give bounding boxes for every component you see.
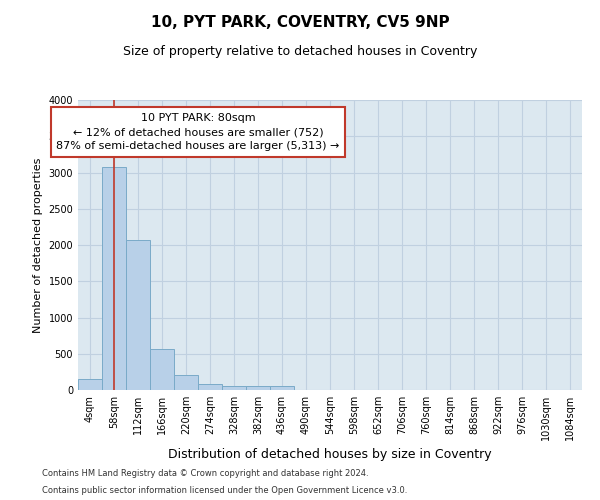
- Y-axis label: Number of detached properties: Number of detached properties: [33, 158, 43, 332]
- Text: Contains public sector information licensed under the Open Government Licence v3: Contains public sector information licen…: [42, 486, 407, 495]
- Bar: [78, 379, 102, 390]
- Bar: [174, 375, 198, 390]
- Text: Contains HM Land Registry data © Crown copyright and database right 2024.: Contains HM Land Registry data © Crown c…: [42, 468, 368, 477]
- X-axis label: Distribution of detached houses by size in Coventry: Distribution of detached houses by size …: [168, 448, 492, 462]
- Text: 10, PYT PARK, COVENTRY, CV5 9NP: 10, PYT PARK, COVENTRY, CV5 9NP: [151, 15, 449, 30]
- Text: 10 PYT PARK: 80sqm
← 12% of detached houses are smaller (752)
87% of semi-detach: 10 PYT PARK: 80sqm ← 12% of detached hou…: [56, 113, 340, 151]
- Bar: [102, 168, 126, 390]
- Bar: [198, 384, 222, 390]
- Bar: [222, 386, 246, 390]
- Text: Size of property relative to detached houses in Coventry: Size of property relative to detached ho…: [123, 45, 477, 58]
- Bar: [246, 386, 270, 390]
- Bar: [126, 240, 150, 390]
- Bar: [150, 350, 174, 390]
- Bar: [270, 386, 294, 390]
